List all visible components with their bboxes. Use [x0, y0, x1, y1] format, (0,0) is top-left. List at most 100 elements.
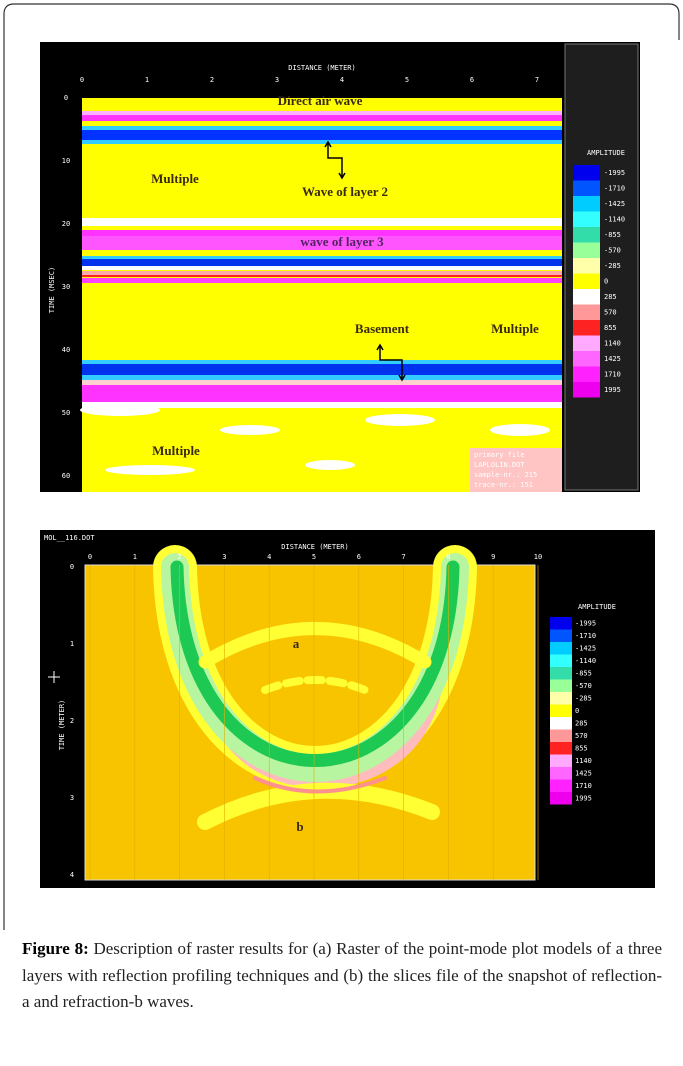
legend-swatch [550, 679, 572, 692]
x-tick-label: 2 [210, 76, 214, 84]
legend-label: -1710 [604, 184, 625, 192]
legend-title: AMPLITUDE [578, 603, 616, 611]
patch [220, 425, 280, 435]
legend-swatch [550, 717, 572, 730]
legend-swatch [573, 180, 600, 196]
x-tick-label: 2 [177, 553, 181, 561]
y-tick-label: 1 [70, 640, 74, 648]
legend-label: 0 [575, 707, 579, 715]
band [82, 111, 562, 115]
caption-label: Figure 8: [22, 939, 89, 958]
info-text: primary file LAPLOLIN.DOT sample-nr.: 215 t… [474, 451, 537, 489]
figure: DISTANCE (METER) TIME (MSEC) Direct air … [3, 3, 680, 930]
band [82, 115, 562, 121]
legend-swatch [573, 289, 600, 305]
x-tick-label: 6 [357, 553, 361, 561]
legend-label: 1995 [604, 386, 621, 394]
legend-title: AMPLITUDE [587, 149, 625, 157]
legend-swatch [573, 351, 600, 367]
legend-label: 1425 [604, 355, 621, 363]
patch [105, 465, 195, 475]
y-tick-label: 40 [62, 346, 70, 354]
x-tick-label: 3 [275, 76, 279, 84]
legend-swatch [573, 227, 600, 243]
x-tick-label: 4 [340, 76, 344, 84]
plot-area [82, 98, 562, 492]
annotation: Direct air wave [278, 93, 363, 108]
info-box [470, 448, 562, 492]
legend-label: -855 [575, 669, 592, 677]
legend-swatch [550, 617, 572, 630]
x-tick-label: 3 [222, 553, 226, 561]
x-tick-label: 9 [491, 553, 495, 561]
legend-label: 855 [604, 324, 617, 332]
legend-swatch [550, 779, 572, 792]
info-line: sample-nr.: 215 [474, 471, 537, 479]
page-frame [3, 3, 680, 930]
arrows [324, 140, 406, 382]
legend-label: 1710 [575, 782, 592, 790]
annotation: Multiple [152, 443, 200, 458]
legend-swatch [550, 667, 572, 680]
annotation: a [293, 636, 300, 651]
y-axis-label: TIME (MSEC) [48, 267, 56, 313]
legend-swatch [573, 320, 600, 336]
band [82, 256, 562, 259]
x-tick-label: 7 [401, 553, 405, 561]
legend-label: -1425 [575, 644, 596, 652]
legend-label: 285 [604, 293, 617, 301]
legend-label: 0 [604, 277, 608, 285]
y-tick-label: 30 [62, 283, 70, 291]
legend-label: -570 [575, 682, 592, 690]
y-tick-label: 4 [70, 871, 74, 879]
y-tick-label: 0 [64, 94, 68, 102]
legend-swatch [550, 767, 572, 780]
legend-label: -570 [604, 246, 621, 254]
band [82, 259, 562, 266]
annotation: Wave of layer 2 [302, 184, 388, 199]
band [82, 375, 562, 380]
info-line: trace-nr.: 151 [474, 481, 533, 489]
y-tick-label: 60 [62, 472, 70, 480]
x-tick-label: 6 [470, 76, 474, 84]
x-tick-label: 10 [534, 553, 542, 561]
legend-swatch [550, 642, 572, 655]
band [82, 380, 562, 385]
band [82, 364, 562, 375]
x-tick-label: 1 [133, 553, 137, 561]
band [82, 275, 562, 277]
band [82, 402, 562, 408]
annotation: Multiple [491, 321, 539, 336]
legend-label: 855 [575, 744, 588, 752]
cursor [48, 671, 60, 683]
band [82, 271, 562, 275]
band [82, 236, 562, 250]
legend-swatch [550, 629, 572, 642]
bands [80, 111, 562, 475]
legend-label: -1995 [575, 619, 596, 627]
legend-swatch [573, 242, 600, 258]
band [82, 278, 562, 283]
legend-swatch [573, 382, 600, 398]
x-axis-label: DISTANCE (METER) [281, 543, 348, 551]
band [82, 230, 562, 236]
y-tick-label: 0 [70, 563, 74, 571]
patch [365, 414, 435, 426]
info-line: LAPLOLIN.DOT [474, 461, 525, 469]
band [82, 385, 562, 402]
info-line: primary file [474, 451, 525, 459]
x-tick-label: 7 [535, 76, 539, 84]
legend-label: 1710 [604, 370, 621, 378]
band [82, 140, 562, 144]
annotation: Basement [355, 321, 410, 336]
caption: Figure 8: Description of raster results … [22, 936, 662, 1016]
caption-text: Description of raster results for (a) Ra… [22, 939, 662, 1011]
legend-label: 1140 [604, 339, 621, 347]
legend-swatch [573, 211, 600, 227]
band [82, 360, 562, 364]
x-tick-label: 5 [312, 553, 316, 561]
wavefronts [153, 545, 477, 830]
legend-label: -1710 [575, 632, 596, 640]
y-tick-label: 50 [62, 409, 70, 417]
